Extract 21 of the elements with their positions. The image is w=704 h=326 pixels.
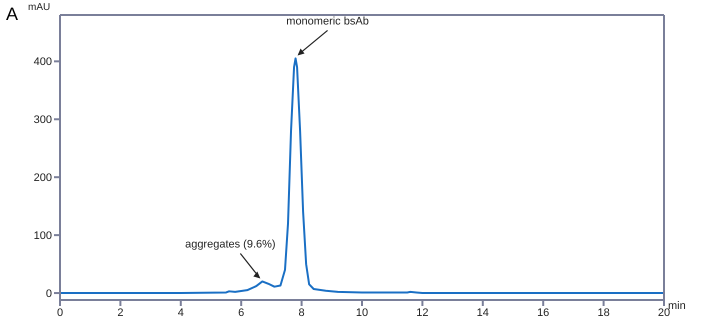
x-tick-label: 18 (597, 306, 610, 319)
x-tick-label: 10 (356, 306, 368, 319)
x-tick-label: 0 (56, 306, 64, 319)
x-tick-label: 20 (658, 306, 670, 319)
y-tick-label: 300 (34, 114, 52, 126)
y-tick-label: 0 (46, 288, 52, 300)
y-tick-label: 100 (34, 230, 52, 242)
x-tick-label: 6 (238, 306, 244, 319)
annotation: aggregates (9.6%) (185, 238, 276, 250)
line-series (60, 57, 664, 294)
y-tick-label: 400 (34, 56, 52, 68)
x-tick-label: 8 (298, 306, 305, 319)
x-tick-label: 14 (476, 306, 489, 319)
x-tick-label: 2 (117, 306, 124, 319)
y-tick-label: 200 (34, 172, 52, 184)
annotation: monomeric bsAb (286, 15, 369, 28)
x-tick-label: 12 (416, 306, 429, 319)
text: A (6, 4, 18, 25)
x-tick-label: 4 (178, 306, 184, 319)
x-tick-label: 16 (537, 306, 550, 319)
y-axis-title: mAU (28, 2, 50, 14)
